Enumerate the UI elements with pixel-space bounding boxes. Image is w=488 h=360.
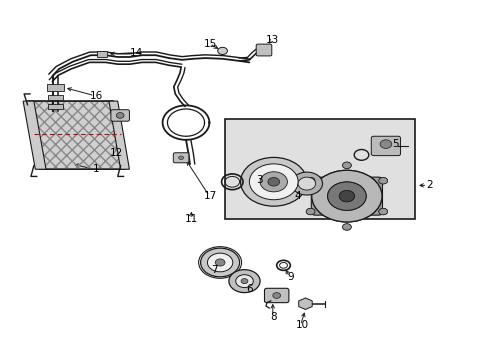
- Bar: [48, 104, 63, 109]
- Circle shape: [311, 170, 381, 222]
- Circle shape: [342, 162, 350, 168]
- Circle shape: [339, 190, 354, 202]
- FancyBboxPatch shape: [264, 288, 288, 303]
- Circle shape: [298, 177, 315, 190]
- Circle shape: [200, 248, 239, 277]
- Text: 15: 15: [203, 39, 217, 49]
- Circle shape: [342, 162, 350, 168]
- Circle shape: [215, 259, 224, 266]
- Circle shape: [235, 275, 253, 288]
- Text: 12: 12: [110, 148, 123, 158]
- Bar: [47, 84, 64, 91]
- Circle shape: [305, 177, 314, 184]
- Text: 3: 3: [255, 175, 262, 185]
- Circle shape: [378, 177, 387, 184]
- Text: 6: 6: [245, 284, 252, 294]
- Text: 5: 5: [391, 139, 398, 149]
- Text: 16: 16: [89, 91, 102, 101]
- FancyBboxPatch shape: [111, 110, 129, 121]
- FancyBboxPatch shape: [370, 136, 400, 156]
- Circle shape: [305, 208, 314, 215]
- Text: 11: 11: [185, 215, 198, 224]
- Text: 1: 1: [92, 164, 99, 174]
- Circle shape: [339, 190, 354, 202]
- Text: 17: 17: [203, 191, 217, 201]
- Bar: [48, 95, 63, 100]
- Text: 14: 14: [129, 48, 142, 58]
- Circle shape: [305, 208, 314, 215]
- Polygon shape: [298, 298, 311, 310]
- Circle shape: [378, 177, 387, 184]
- Circle shape: [327, 182, 366, 210]
- Text: 7: 7: [210, 265, 217, 275]
- Circle shape: [342, 224, 350, 230]
- Circle shape: [311, 170, 381, 222]
- Circle shape: [327, 182, 366, 210]
- Text: 9: 9: [287, 272, 294, 282]
- Circle shape: [260, 172, 287, 192]
- Circle shape: [378, 208, 387, 215]
- Polygon shape: [23, 101, 46, 169]
- FancyBboxPatch shape: [173, 153, 188, 163]
- FancyBboxPatch shape: [311, 177, 382, 215]
- Text: 4: 4: [294, 191, 301, 201]
- Bar: [97, 50, 107, 57]
- Circle shape: [217, 47, 227, 54]
- Circle shape: [378, 208, 387, 215]
- Polygon shape: [109, 101, 129, 169]
- Polygon shape: [27, 101, 125, 169]
- Circle shape: [267, 177, 279, 186]
- Bar: [224, 119, 414, 220]
- Circle shape: [379, 140, 391, 148]
- Circle shape: [241, 279, 247, 284]
- Text: 10: 10: [295, 320, 308, 330]
- Circle shape: [207, 253, 232, 272]
- Circle shape: [178, 156, 183, 159]
- Circle shape: [342, 224, 350, 230]
- Text: 2: 2: [426, 180, 432, 190]
- Text: 13: 13: [265, 35, 279, 45]
- Circle shape: [240, 157, 306, 206]
- Circle shape: [228, 270, 260, 293]
- Circle shape: [291, 172, 322, 195]
- Circle shape: [272, 293, 280, 298]
- Bar: [48, 85, 63, 89]
- Circle shape: [116, 113, 124, 118]
- Text: 8: 8: [270, 312, 277, 322]
- Circle shape: [249, 164, 298, 200]
- FancyBboxPatch shape: [256, 44, 271, 56]
- Circle shape: [305, 177, 314, 184]
